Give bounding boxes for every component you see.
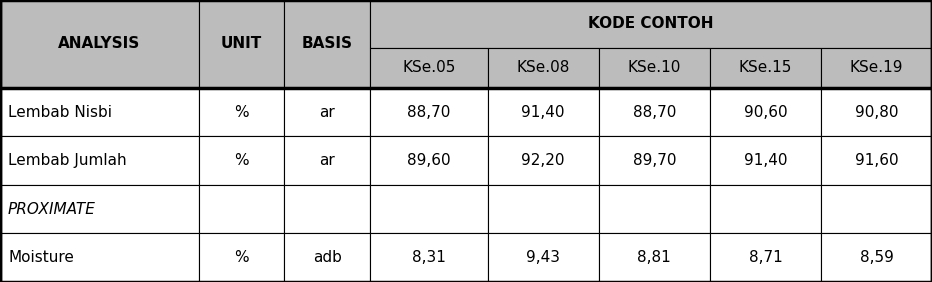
Bar: [821, 185, 932, 233]
Text: %: %: [234, 250, 249, 265]
Bar: [199, 0, 284, 88]
Text: 91,40: 91,40: [522, 105, 565, 120]
Text: ANALYSIS: ANALYSIS: [58, 36, 141, 52]
Bar: [370, 185, 487, 233]
Text: KSe.10: KSe.10: [627, 60, 681, 75]
Bar: [487, 88, 598, 136]
Bar: [284, 88, 370, 136]
Bar: [821, 47, 932, 88]
Bar: [0, 233, 199, 282]
Text: adb: adb: [313, 250, 342, 265]
Bar: [284, 136, 370, 185]
Bar: [284, 233, 370, 282]
Text: KSe.19: KSe.19: [850, 60, 903, 75]
Text: 89,70: 89,70: [633, 153, 676, 168]
Bar: [821, 136, 932, 185]
Bar: [370, 0, 932, 47]
Text: %: %: [234, 105, 249, 120]
Bar: [487, 47, 598, 88]
Bar: [598, 233, 710, 282]
Bar: [487, 185, 598, 233]
Text: 8,59: 8,59: [859, 250, 894, 265]
Text: Moisture: Moisture: [8, 250, 74, 265]
Bar: [598, 185, 710, 233]
Bar: [821, 88, 932, 136]
Text: 91,60: 91,60: [855, 153, 898, 168]
Bar: [598, 88, 710, 136]
Bar: [0, 136, 199, 185]
Text: ar: ar: [320, 153, 336, 168]
Bar: [598, 47, 710, 88]
Text: PROXIMATE: PROXIMATE: [8, 202, 96, 217]
Text: 92,20: 92,20: [522, 153, 565, 168]
Bar: [370, 47, 487, 88]
Bar: [199, 233, 284, 282]
Bar: [710, 136, 821, 185]
Text: 8,31: 8,31: [412, 250, 445, 265]
Text: KSe.05: KSe.05: [403, 60, 456, 75]
Text: %: %: [234, 153, 249, 168]
Text: 91,40: 91,40: [744, 153, 788, 168]
Text: KODE CONTOH: KODE CONTOH: [588, 16, 714, 31]
Bar: [710, 233, 821, 282]
Text: 88,70: 88,70: [633, 105, 676, 120]
Bar: [199, 136, 284, 185]
Bar: [370, 233, 487, 282]
Bar: [284, 0, 370, 88]
Bar: [710, 88, 821, 136]
Text: 90,60: 90,60: [744, 105, 788, 120]
Text: Lembab Nisbi: Lembab Nisbi: [8, 105, 112, 120]
Bar: [487, 233, 598, 282]
Text: UNIT: UNIT: [221, 36, 262, 52]
Text: 90,80: 90,80: [855, 105, 898, 120]
Bar: [821, 233, 932, 282]
Text: BASIS: BASIS: [302, 36, 353, 52]
Bar: [370, 88, 487, 136]
Text: 8,81: 8,81: [637, 250, 671, 265]
Bar: [710, 185, 821, 233]
Text: 9,43: 9,43: [527, 250, 560, 265]
Text: KSe.15: KSe.15: [739, 60, 792, 75]
Bar: [487, 136, 598, 185]
Bar: [0, 185, 199, 233]
Bar: [370, 136, 487, 185]
Bar: [199, 88, 284, 136]
Text: KSe.08: KSe.08: [516, 60, 569, 75]
Bar: [284, 185, 370, 233]
Bar: [0, 88, 199, 136]
Text: 88,70: 88,70: [407, 105, 451, 120]
Bar: [710, 47, 821, 88]
Bar: [598, 136, 710, 185]
Text: ar: ar: [320, 105, 336, 120]
Bar: [199, 185, 284, 233]
Bar: [0, 0, 199, 88]
Text: 89,60: 89,60: [407, 153, 451, 168]
Text: 8,71: 8,71: [748, 250, 782, 265]
Text: Lembab Jumlah: Lembab Jumlah: [8, 153, 127, 168]
